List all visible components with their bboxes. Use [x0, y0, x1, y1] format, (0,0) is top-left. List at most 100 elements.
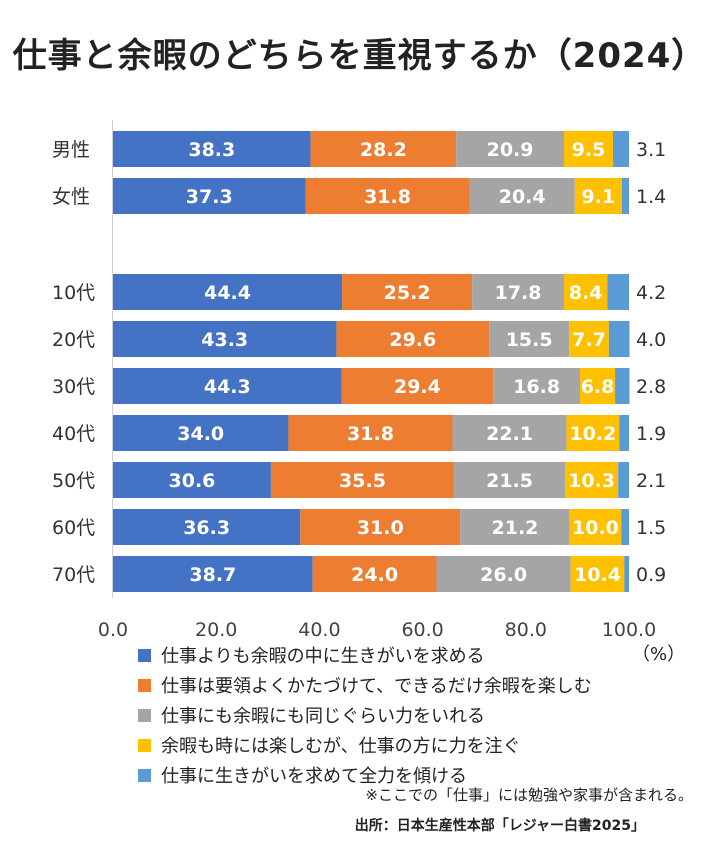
x-tick-label: 0.0 [98, 619, 128, 641]
bar-segment [569, 321, 609, 357]
x-tick-label: 40.0 [298, 619, 340, 641]
data-label: 44.4 [204, 282, 251, 304]
bar-segment [270, 462, 455, 498]
bar-segment [436, 556, 571, 592]
bar-segment [113, 509, 301, 545]
data-label: 4.2 [636, 282, 666, 304]
bar-segment [113, 556, 313, 592]
bar-segment [469, 178, 575, 214]
legend-label: 仕事にも余暇にも同じぐらい力をいれる [161, 706, 485, 727]
legend-label: 仕事に生きがいを求めて全力を傾ける [161, 766, 467, 787]
legend-label: 余暇も時には楽しむが、仕事の方に力を注ぐ [161, 736, 521, 757]
data-label: 36.3 [183, 517, 230, 539]
legend: 仕事よりも余暇の中に生きがいを求める 仕事は要領よくかたづけて、できるだけ余暇を… [138, 640, 592, 790]
bar-segment [113, 178, 306, 214]
bar-segment [113, 462, 271, 498]
data-label: 43.3 [201, 329, 248, 351]
data-label: 2.1 [636, 470, 666, 492]
data-label: 17.8 [495, 282, 542, 304]
legend-label: 仕事は要領よくかたづけて、できるだけ余暇を楽しむ [161, 676, 592, 697]
legend-swatch [138, 738, 151, 752]
data-label: 44.3 [204, 376, 251, 398]
bar-segment [493, 368, 580, 404]
category-label: 70代 [52, 564, 95, 586]
bar-segment [342, 274, 473, 310]
bar-segment [305, 178, 470, 214]
bar-segment [336, 321, 490, 357]
bar-segment [565, 462, 619, 498]
data-label: 6.8 [581, 376, 615, 398]
bar-segment [570, 556, 625, 592]
data-label: 10.3 [568, 470, 615, 492]
bar-segment [489, 321, 570, 357]
legend-item: 余暇も時には楽しむが、仕事の方に力を注ぐ [138, 730, 592, 760]
data-label: 10.4 [574, 564, 621, 586]
legend-swatch [138, 678, 151, 692]
legend-item: 仕事よりも余暇の中に生きがいを求める [138, 640, 592, 670]
legend-item: 仕事に生きがいを求めて全力を傾ける [138, 760, 592, 790]
data-label: 1.4 [636, 186, 666, 208]
chart-title: 仕事と余暇のどちらを重視するか（2024） [12, 36, 707, 76]
x-tick-label: 20.0 [195, 619, 237, 641]
data-label: 26.0 [480, 564, 527, 586]
bar-segment [113, 321, 337, 357]
category-label: 10代 [52, 282, 95, 304]
data-label: 31.8 [347, 423, 394, 445]
category-label: 30代 [52, 376, 95, 398]
bar-segment [613, 131, 629, 167]
bar-segment [621, 178, 629, 214]
category-label: 男性 [52, 139, 90, 161]
bar-segment [619, 415, 629, 451]
bar-segment [621, 509, 629, 545]
bar-segment [618, 462, 629, 498]
bar-segment [563, 131, 614, 167]
data-label: 10.0 [572, 517, 619, 539]
data-label: 31.0 [357, 517, 404, 539]
x-tick-label: 60.0 [401, 619, 443, 641]
bar-segment [566, 415, 620, 451]
data-label: 22.1 [486, 423, 533, 445]
bar-segment [624, 556, 629, 592]
bar-segment [456, 131, 564, 167]
bar-segment [310, 131, 457, 167]
data-label: 30.6 [169, 470, 216, 492]
data-label: 34.0 [177, 423, 224, 445]
data-label: 29.6 [389, 329, 436, 351]
data-label: 21.5 [486, 470, 533, 492]
data-label: 31.8 [364, 186, 411, 208]
category-label: 女性 [52, 186, 90, 208]
bar-segment [454, 462, 566, 498]
bar-segment [460, 509, 570, 545]
data-label: 25.2 [384, 282, 431, 304]
legend-swatch [138, 708, 151, 722]
data-label: 15.5 [506, 329, 553, 351]
data-label: 10.2 [569, 423, 616, 445]
data-label: 9.1 [581, 186, 615, 208]
bar-segment [615, 368, 630, 404]
bar-segment [563, 274, 608, 310]
data-label: 38.3 [188, 139, 235, 161]
data-label: 1.5 [636, 517, 666, 539]
legend-label: 仕事よりも余暇の中に生きがいを求める [161, 646, 485, 667]
legend-swatch [138, 768, 151, 782]
bar-segment [288, 415, 453, 451]
source-credit: 出所：日本生産性本部「レジャー白書2025」 [354, 818, 645, 834]
bar-segment [607, 274, 629, 310]
data-label: 35.5 [339, 470, 386, 492]
data-label: 4.0 [636, 329, 666, 351]
bar-segment [574, 178, 622, 214]
x-tick-label: 100.0 [602, 619, 656, 641]
footnote: ※ここでの「仕事」には勉強や家事が含まれる。 [365, 786, 693, 804]
category-label: 50代 [52, 470, 95, 492]
unit-label: （%） [632, 644, 686, 665]
data-label: 7.7 [572, 329, 606, 351]
data-label: 16.8 [513, 376, 560, 398]
data-label: 20.9 [487, 139, 534, 161]
bar-segment [472, 274, 564, 310]
bar-segment [113, 274, 343, 310]
data-label: 21.2 [492, 517, 539, 539]
bar-segment [569, 509, 622, 545]
legend-item: 仕事にも余暇にも同じぐらい力をいれる [138, 700, 592, 730]
category-label: 40代 [52, 423, 95, 445]
data-label: 24.0 [351, 564, 398, 586]
